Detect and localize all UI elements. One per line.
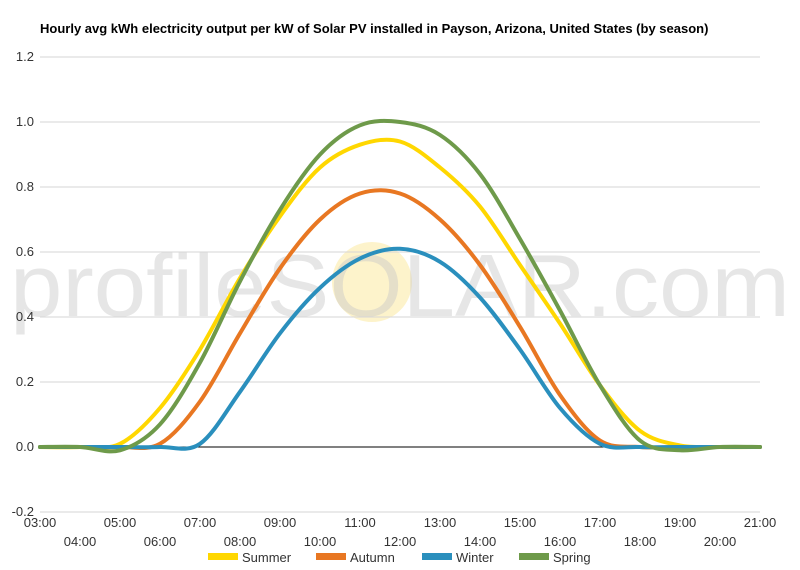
legend-label: Spring (553, 550, 591, 565)
legend-swatch (422, 553, 452, 560)
x-axis-ticks: 03:00 04:00 05:00 06:00 07:00 08:00 09:00 10:00… (24, 515, 777, 549)
x-tick-label: 12:00 (384, 534, 417, 549)
y-tick-label: 0.4 (16, 309, 34, 324)
x-tick-label: 13:00 (424, 515, 457, 530)
chart-title: Hourly avg kWh electricity output per kW… (40, 21, 708, 36)
x-tick-label: 09:00 (264, 515, 297, 530)
legend-label: Winter (456, 550, 494, 565)
y-axis-ticks: -0.2 0.0 0.2 0.4 0.6 0.8 1.0 1.2 (12, 49, 34, 519)
x-tick-label: 21:00 (744, 515, 777, 530)
legend-label: Autumn (350, 550, 395, 565)
series-lines (38, 118, 762, 454)
x-tick-label: 15:00 (504, 515, 537, 530)
y-tick-label: 0.6 (16, 244, 34, 259)
x-tick-label: 18:00 (624, 534, 657, 549)
legend: Summer Autumn Winter Spring (208, 550, 591, 565)
legend-item-summer: Summer (208, 550, 292, 565)
series-line-winter (38, 246, 762, 451)
series-line-spring (38, 118, 762, 454)
y-tick-label: 1.0 (16, 114, 34, 129)
x-tick-label: 03:00 (24, 515, 57, 530)
y-tick-label: 0.0 (16, 439, 34, 454)
x-tick-label: 07:00 (184, 515, 217, 530)
x-tick-label: 10:00 (304, 534, 337, 549)
legend-item-winter: Winter (422, 550, 494, 565)
x-tick-label: 11:00 (344, 515, 376, 530)
watermark-text: profileSOLAR.com (10, 236, 790, 335)
x-tick-label: 08:00 (224, 534, 257, 549)
legend-label: Summer (242, 550, 292, 565)
legend-item-autumn: Autumn (316, 550, 395, 565)
x-tick-label: 04:00 (64, 534, 97, 549)
x-tick-label: 20:00 (704, 534, 737, 549)
x-tick-label: 06:00 (144, 534, 177, 549)
legend-swatch (208, 553, 238, 560)
x-tick-label: 14:00 (464, 534, 497, 549)
x-tick-label: 05:00 (104, 515, 137, 530)
legend-item-spring: Spring (519, 550, 591, 565)
y-tick-label: -0.2 (12, 504, 34, 519)
series-line-summer (38, 137, 762, 450)
watermark: profileSOLAR.com (10, 236, 790, 335)
x-tick-label: 17:00 (584, 515, 617, 530)
legend-swatch (316, 553, 346, 560)
x-tick-label: 16:00 (544, 534, 577, 549)
legend-swatch (519, 553, 549, 560)
grid (40, 56, 760, 513)
x-tick-label: 19:00 (664, 515, 697, 530)
y-tick-label: 0.8 (16, 179, 34, 194)
y-tick-label: 0.2 (16, 374, 34, 389)
y-tick-label: 1.2 (16, 49, 34, 64)
